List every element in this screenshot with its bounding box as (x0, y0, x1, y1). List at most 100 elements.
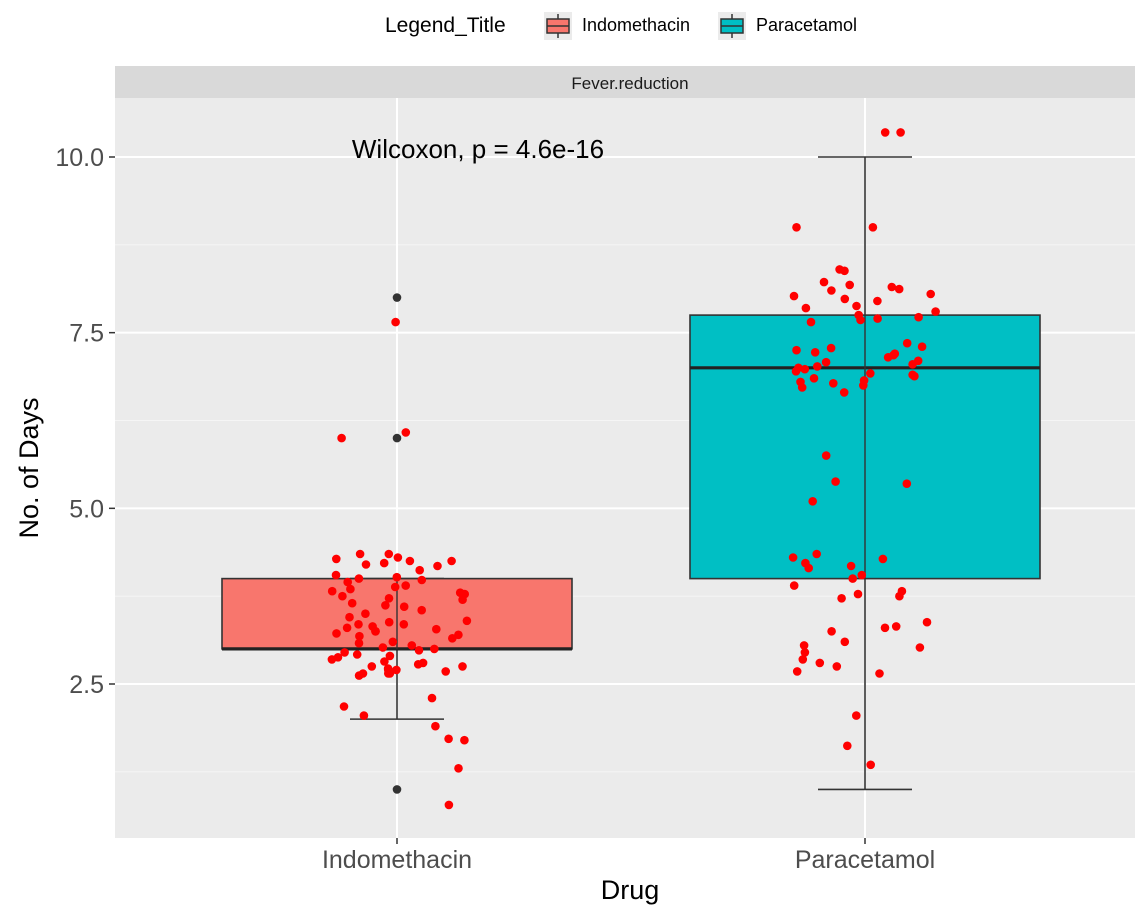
point-paracetamol-48 (821, 451, 831, 460)
point-paracetamol-72 (800, 648, 810, 657)
point-paracetamol-12 (789, 291, 799, 301)
point-indomethacin-73 (431, 721, 440, 731)
point-paracetamol-33 (908, 360, 917, 369)
y-axis-title: No. of Days (14, 397, 44, 538)
point-indomethacin-0 (391, 317, 400, 327)
point-paracetamol-50 (902, 479, 912, 489)
point-paracetamol-2 (868, 223, 878, 232)
point-paracetamol-26 (792, 345, 801, 355)
point-indomethacin-27 (347, 598, 357, 608)
point-indomethacin-69 (354, 671, 364, 680)
point-indomethacin-15 (354, 574, 364, 583)
point-paracetamol-9 (894, 284, 904, 294)
y-tick-label-2: 7.5 (69, 320, 104, 348)
facet-label: Fever.reduction (571, 74, 688, 93)
point-indomethacin-32 (345, 612, 354, 622)
point-indomethacin-60 (458, 662, 467, 671)
point-paracetamol-62 (853, 589, 863, 599)
legend-title: Legend_Title (385, 14, 506, 37)
point-paracetamol-70 (799, 641, 809, 650)
point-paracetamol-75 (832, 662, 842, 671)
points-layer (327, 128, 940, 810)
x-axis-title: Drug (601, 875, 660, 905)
point-indomethacin-33 (462, 616, 472, 626)
y-tick-label-0: 2.5 (69, 671, 104, 699)
point-indomethacin-57 (380, 657, 389, 666)
y-axis: 2.5 5.0 7.5 10.0 (55, 144, 115, 699)
point-paracetamol-13 (840, 294, 850, 304)
outlier-indomethacin-2 (392, 785, 402, 794)
point-indomethacin-56 (327, 655, 337, 664)
facet-strip (115, 66, 1135, 98)
point-indomethacin-1 (401, 428, 411, 437)
point-paracetamol-71 (915, 643, 925, 652)
point-indomethacin-42 (332, 629, 341, 638)
point-indomethacin-35 (354, 620, 363, 629)
point-indomethacin-34 (384, 617, 394, 627)
outlier-indomethacin-1 (392, 433, 402, 443)
point-indomethacin-8 (405, 556, 415, 566)
point-indomethacin-41 (371, 627, 380, 636)
point-indomethacin-61 (367, 662, 377, 671)
point-indomethacin-28 (381, 601, 390, 610)
x-axis: Indomethacin Paracetamol (322, 838, 935, 874)
point-paracetamol-79 (843, 741, 852, 751)
point-indomethacin-65 (441, 667, 451, 676)
point-paracetamol-14 (873, 296, 882, 306)
point-paracetamol-25 (826, 343, 836, 353)
point-indomethacin-51 (414, 646, 424, 655)
y-tick-label-1: 5.0 (69, 495, 104, 523)
point-indomethacin-74 (444, 734, 453, 744)
point-paracetamol-59 (848, 574, 857, 583)
point-paracetamol-41 (809, 374, 819, 383)
point-paracetamol-0 (896, 128, 905, 137)
point-indomethacin-24 (338, 591, 347, 601)
point-indomethacin-47 (354, 638, 364, 648)
point-indomethacin-12 (415, 565, 425, 575)
point-paracetamol-34 (813, 362, 822, 371)
point-indomethacin-45 (448, 634, 457, 643)
point-indomethacin-63 (392, 665, 401, 675)
point-indomethacin-4 (384, 549, 394, 559)
point-paracetamol-22 (806, 317, 816, 327)
point-paracetamol-56 (846, 561, 856, 571)
legend-key-indomethacin (544, 12, 572, 40)
point-indomethacin-11 (433, 561, 442, 571)
point-indomethacin-19 (390, 582, 400, 592)
y-tick-label-3: 10.0 (55, 144, 104, 172)
point-indomethacin-18 (401, 581, 411, 590)
outlier-indomethacin-0 (392, 293, 402, 302)
point-paracetamol-32 (821, 357, 831, 367)
point-indomethacin-39 (432, 624, 441, 634)
x-tick-label-1: Paracetamol (795, 846, 935, 874)
point-paracetamol-65 (922, 617, 932, 627)
point-paracetamol-54 (878, 554, 888, 564)
point-indomethacin-10 (361, 560, 371, 569)
point-indomethacin-20 (346, 584, 355, 594)
point-paracetamol-3 (792, 223, 801, 232)
point-paracetamol-60 (789, 581, 799, 590)
point-paracetamol-66 (891, 622, 901, 631)
point-indomethacin-49 (378, 643, 388, 652)
point-indomethacin-9 (379, 558, 389, 568)
point-paracetamol-77 (875, 669, 884, 678)
point-paracetamol-63 (895, 591, 904, 601)
point-paracetamol-76 (792, 667, 802, 676)
point-indomethacin-7 (447, 556, 456, 566)
point-indomethacin-59 (413, 660, 423, 669)
point-paracetamol-67 (880, 623, 890, 633)
point-paracetamol-6 (819, 277, 829, 287)
point-indomethacin-53 (352, 650, 362, 659)
point-paracetamol-27 (810, 348, 820, 357)
legend-label-indomethacin: Indomethacin (582, 15, 690, 35)
point-paracetamol-68 (827, 627, 836, 636)
point-indomethacin-30 (417, 605, 427, 615)
point-indomethacin-70 (427, 693, 437, 703)
point-paracetamol-64 (837, 594, 846, 603)
point-indomethacin-72 (359, 711, 369, 720)
point-indomethacin-38 (342, 623, 352, 633)
point-indomethacin-46 (388, 637, 398, 647)
point-paracetamol-40 (910, 371, 919, 381)
point-indomethacin-29 (399, 602, 409, 611)
stat-annotation: Wilcoxon, p = 4.6e-16 (352, 134, 604, 164)
